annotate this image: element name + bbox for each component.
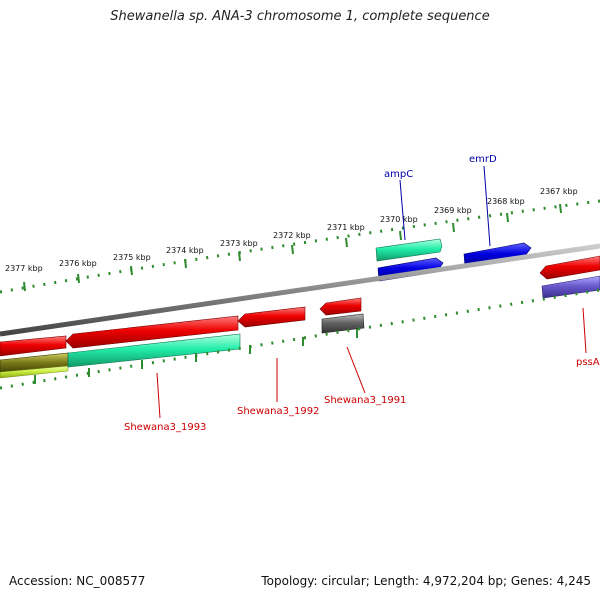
gene-label-pssA[interactable]: pssA <box>576 357 600 368</box>
outer-tick-track <box>0 199 600 294</box>
gene-labels: ampC emrD Shewana3_1991 Shewana3_1992 Sh… <box>124 154 600 433</box>
Shewana3_1991-callout <box>346 346 366 394</box>
Shewana3_1992-gene[interactable] <box>237 306 306 328</box>
pssA-callout <box>582 307 587 354</box>
scale-label: 2372 kbp <box>273 231 311 240</box>
scale-label: 2367 kbp <box>540 187 578 196</box>
major-tick <box>77 273 80 284</box>
major-tick <box>23 281 26 292</box>
gene-label-Shewana3_1993[interactable]: Shewana3_1993 <box>124 422 206 433</box>
major-tick <box>238 251 241 262</box>
forward-features <box>375 238 600 299</box>
Shewana3_1991-gene[interactable] <box>319 297 362 316</box>
scale-labels: 2377 kbp 2376 kbp 2375 kbp 2374 kbp 2373… <box>5 187 578 273</box>
gray-feature <box>321 313 365 334</box>
pssA-gene[interactable] <box>539 255 600 280</box>
purple-feature <box>541 275 600 299</box>
scale-label: 2371 kbp <box>327 223 365 232</box>
callout-lines <box>156 165 587 419</box>
scale-label: 2377 kbp <box>5 264 43 273</box>
scale-label: 2374 kbp <box>166 246 204 255</box>
scale-label: 2373 kbp <box>220 239 258 248</box>
Shewana3_1993-gene[interactable] <box>65 315 239 349</box>
major-tick <box>399 230 402 241</box>
gene-label-ampC[interactable]: ampC <box>384 169 413 180</box>
Shewana3_1993-callout <box>156 372 161 419</box>
major-tick <box>452 222 455 233</box>
major-tick <box>291 244 294 255</box>
lime-feature <box>0 365 69 379</box>
major-tick <box>184 258 187 269</box>
major-tick <box>130 265 133 276</box>
scale-label: 2368 kbp <box>487 197 525 206</box>
scale-label: 2370 kbp <box>380 215 418 224</box>
gene-label-Shewana3_1992[interactable]: Shewana3_1992 <box>237 406 319 417</box>
reverse-features <box>0 297 365 379</box>
major-tick <box>345 237 348 248</box>
scale-label: 2376 kbp <box>59 259 97 268</box>
ampC-callout <box>399 179 406 241</box>
genome-summary-text: Topology: circular; Length: 4,972,204 bp… <box>261 574 591 588</box>
scale-label: 2369 kbp <box>434 206 472 215</box>
gene-label-Shewana3_1991[interactable]: Shewana3_1991 <box>324 395 406 406</box>
major-tick <box>506 212 509 223</box>
major-tick <box>559 203 562 214</box>
red-feature-left <box>0 335 67 357</box>
accession-text: Accession: NC_008577 <box>9 574 146 588</box>
scale-label: 2375 kbp <box>113 253 151 262</box>
chromosome-backbone <box>0 243 600 337</box>
map-title: Shewanella sp. ANA-3 chromosome 1, compl… <box>110 9 490 24</box>
emrD-callout <box>483 165 491 247</box>
teal-feature <box>375 238 443 262</box>
gene-label-emrD[interactable]: emrD <box>469 154 497 165</box>
inner-tick-track <box>0 288 600 390</box>
